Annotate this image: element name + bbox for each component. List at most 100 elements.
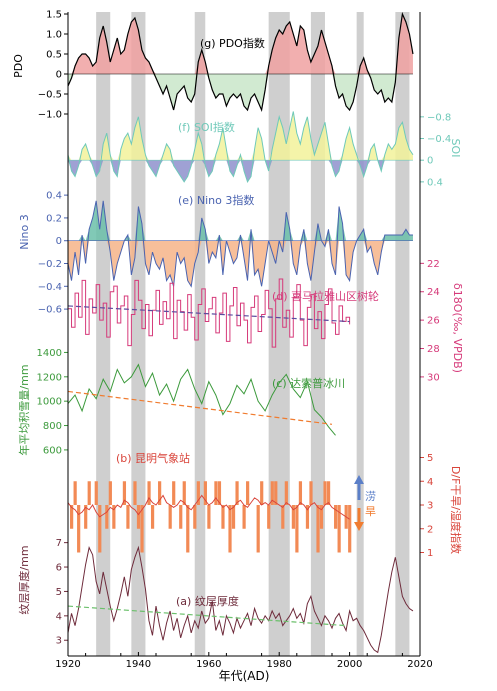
- pdo-y-tick-label: −0.5: [38, 90, 62, 101]
- x-tick-label: 2020: [407, 659, 432, 670]
- kunming-bar: [140, 505, 144, 553]
- kunming-bar: [228, 505, 232, 553]
- kunming-bar: [158, 481, 162, 505]
- kunming-bar: [150, 505, 155, 529]
- shaded-band: [268, 12, 290, 656]
- kunming-bar: [172, 481, 176, 505]
- d18o-annotation: (d) 喜马拉雅山区树轮: [272, 289, 379, 303]
- kunming-bar: [323, 481, 327, 505]
- glacier-annotation: (c) 达索普冰川: [272, 376, 345, 390]
- kunming-bar: [267, 505, 271, 529]
- kunming-bar: [207, 505, 211, 529]
- glacier-y-tick-label: 1200: [37, 372, 62, 383]
- pdo-positive-area: [68, 14, 413, 74]
- kunming-bar: [98, 505, 102, 553]
- shaded-band: [194, 12, 206, 656]
- d18o-y-tick-label: 28: [427, 344, 440, 355]
- nino3-y-tick-label: −0.6: [38, 305, 62, 316]
- x-tick-label: 1980: [266, 659, 291, 670]
- kunming-bar: [326, 481, 331, 505]
- glacier-y-label: 年平均积雪量/mm: [17, 364, 31, 455]
- varve-y-tick-label: 6: [56, 563, 62, 574]
- varve-y-tick-label: 7: [56, 538, 62, 549]
- pdo-y-tick-label: −1.0: [38, 110, 62, 121]
- kunming-bar: [305, 505, 310, 529]
- soi-negative-area: [68, 111, 413, 161]
- soi-y-tick-label: −0.4: [427, 134, 451, 145]
- nino3-y-tick-label: −0.2: [38, 259, 62, 270]
- d18o-y-label: δ18O(‰, VPDB): [451, 283, 464, 373]
- kunming-bar: [309, 481, 313, 505]
- kunming-bar: [270, 481, 274, 505]
- soi-series-line: [67, 111, 414, 184]
- soi-y-label: SOI: [449, 139, 462, 158]
- pdo-annotation: (g) PDO指数: [200, 36, 265, 50]
- panel-pdo: 1.5 1.0 0.5 0 −0.5 −1.0 PDO (g) PDO指数: [12, 10, 414, 121]
- kunming-bar: [179, 505, 183, 529]
- kunming-bar: [84, 505, 88, 529]
- kunming-bar: [235, 481, 239, 505]
- kunming-y-tick-label: 1: [427, 548, 433, 559]
- pdo-y-tick-label: 1.5: [46, 10, 62, 21]
- panel-glacier: 600 800 1000 1200 1400 年平均积雪量/mm (c) 达索普冰川: [17, 348, 345, 456]
- kunming-bar: [319, 505, 324, 529]
- kunming-series-line: [67, 494, 350, 520]
- shaded-band: [131, 12, 146, 656]
- kunming-bar: [168, 505, 172, 529]
- shaded-band: [96, 12, 111, 656]
- kunming-bar: [182, 481, 186, 505]
- kunming-bar: [203, 481, 207, 505]
- kunming-bar: [281, 505, 285, 529]
- kunming-y-tick-label: 3: [427, 501, 433, 512]
- kunming-bar: [295, 505, 299, 553]
- varve-trend-line: [67, 605, 347, 627]
- nino3-negative-area: [68, 240, 413, 287]
- shaded-periods: [96, 12, 410, 656]
- kunming-y-tick-label: 4: [427, 477, 433, 488]
- kunming-bar: [193, 505, 197, 529]
- dry-arrow-head: [354, 522, 364, 531]
- kunming-bar: [94, 481, 98, 505]
- kunming-bar: [316, 505, 320, 553]
- varve-y-tick-label: 5: [56, 587, 62, 598]
- varve-annotation: (a) 纹层厚度: [176, 594, 239, 608]
- d18o-y-tick-label: 24: [427, 287, 440, 298]
- kunming-bar: [291, 505, 295, 529]
- kunming-y-label: D/F干旱/湿度指数: [449, 466, 463, 554]
- kunming-bar: [256, 505, 260, 553]
- pdo-y-tick-label: 1.0: [46, 30, 62, 41]
- glacier-trend-line: [67, 390, 333, 425]
- kunming-bar: [274, 481, 278, 505]
- d18o-y-tick-label: 26: [427, 316, 440, 327]
- wet-arrow-head: [354, 475, 364, 484]
- kunming-bar: [122, 481, 127, 505]
- glacier-y-tick-label: 1000: [37, 397, 62, 408]
- kunming-bar: [242, 505, 246, 529]
- kunming-annotation: (b) 昆明气象站: [116, 451, 190, 465]
- kunming-bar: [112, 505, 116, 529]
- glacier-y-tick-label: 600: [43, 445, 62, 456]
- kunming-bar: [70, 505, 74, 529]
- kunming-bar: [348, 505, 352, 553]
- nino3-y-tick-label: 0.2: [46, 213, 62, 224]
- soi-y-tick-label: 0.4: [427, 177, 443, 188]
- kunming-bar: [246, 481, 250, 505]
- kunming-y-tick-label: 5: [427, 453, 433, 464]
- kunming-bar: [108, 481, 112, 505]
- x-axis: 年代(AD) 1920 1940 1960 1980 2000 2020: [55, 12, 433, 683]
- nino3-y-label: Nino 3: [18, 214, 31, 249]
- dry-label: 旱: [365, 505, 376, 518]
- nino3-y-tick-label: 0.4: [46, 191, 62, 202]
- kunming-bar: [217, 481, 222, 505]
- kunming-bar: [105, 505, 109, 529]
- nino3-series-line: [67, 200, 413, 288]
- kunming-bar: [221, 505, 225, 529]
- varve-y-label: 纹层厚度/mm: [17, 545, 31, 614]
- kunming-bar: [77, 505, 81, 553]
- varve-y-tick-label: 4: [56, 611, 62, 622]
- glacier-series-line: [67, 363, 336, 436]
- kunming-bar: [133, 481, 137, 505]
- panel-varve: 3 4 5 6 7 纹层厚度/mm (a) 纹层厚度: [17, 538, 414, 654]
- kunming-bar: [136, 505, 141, 529]
